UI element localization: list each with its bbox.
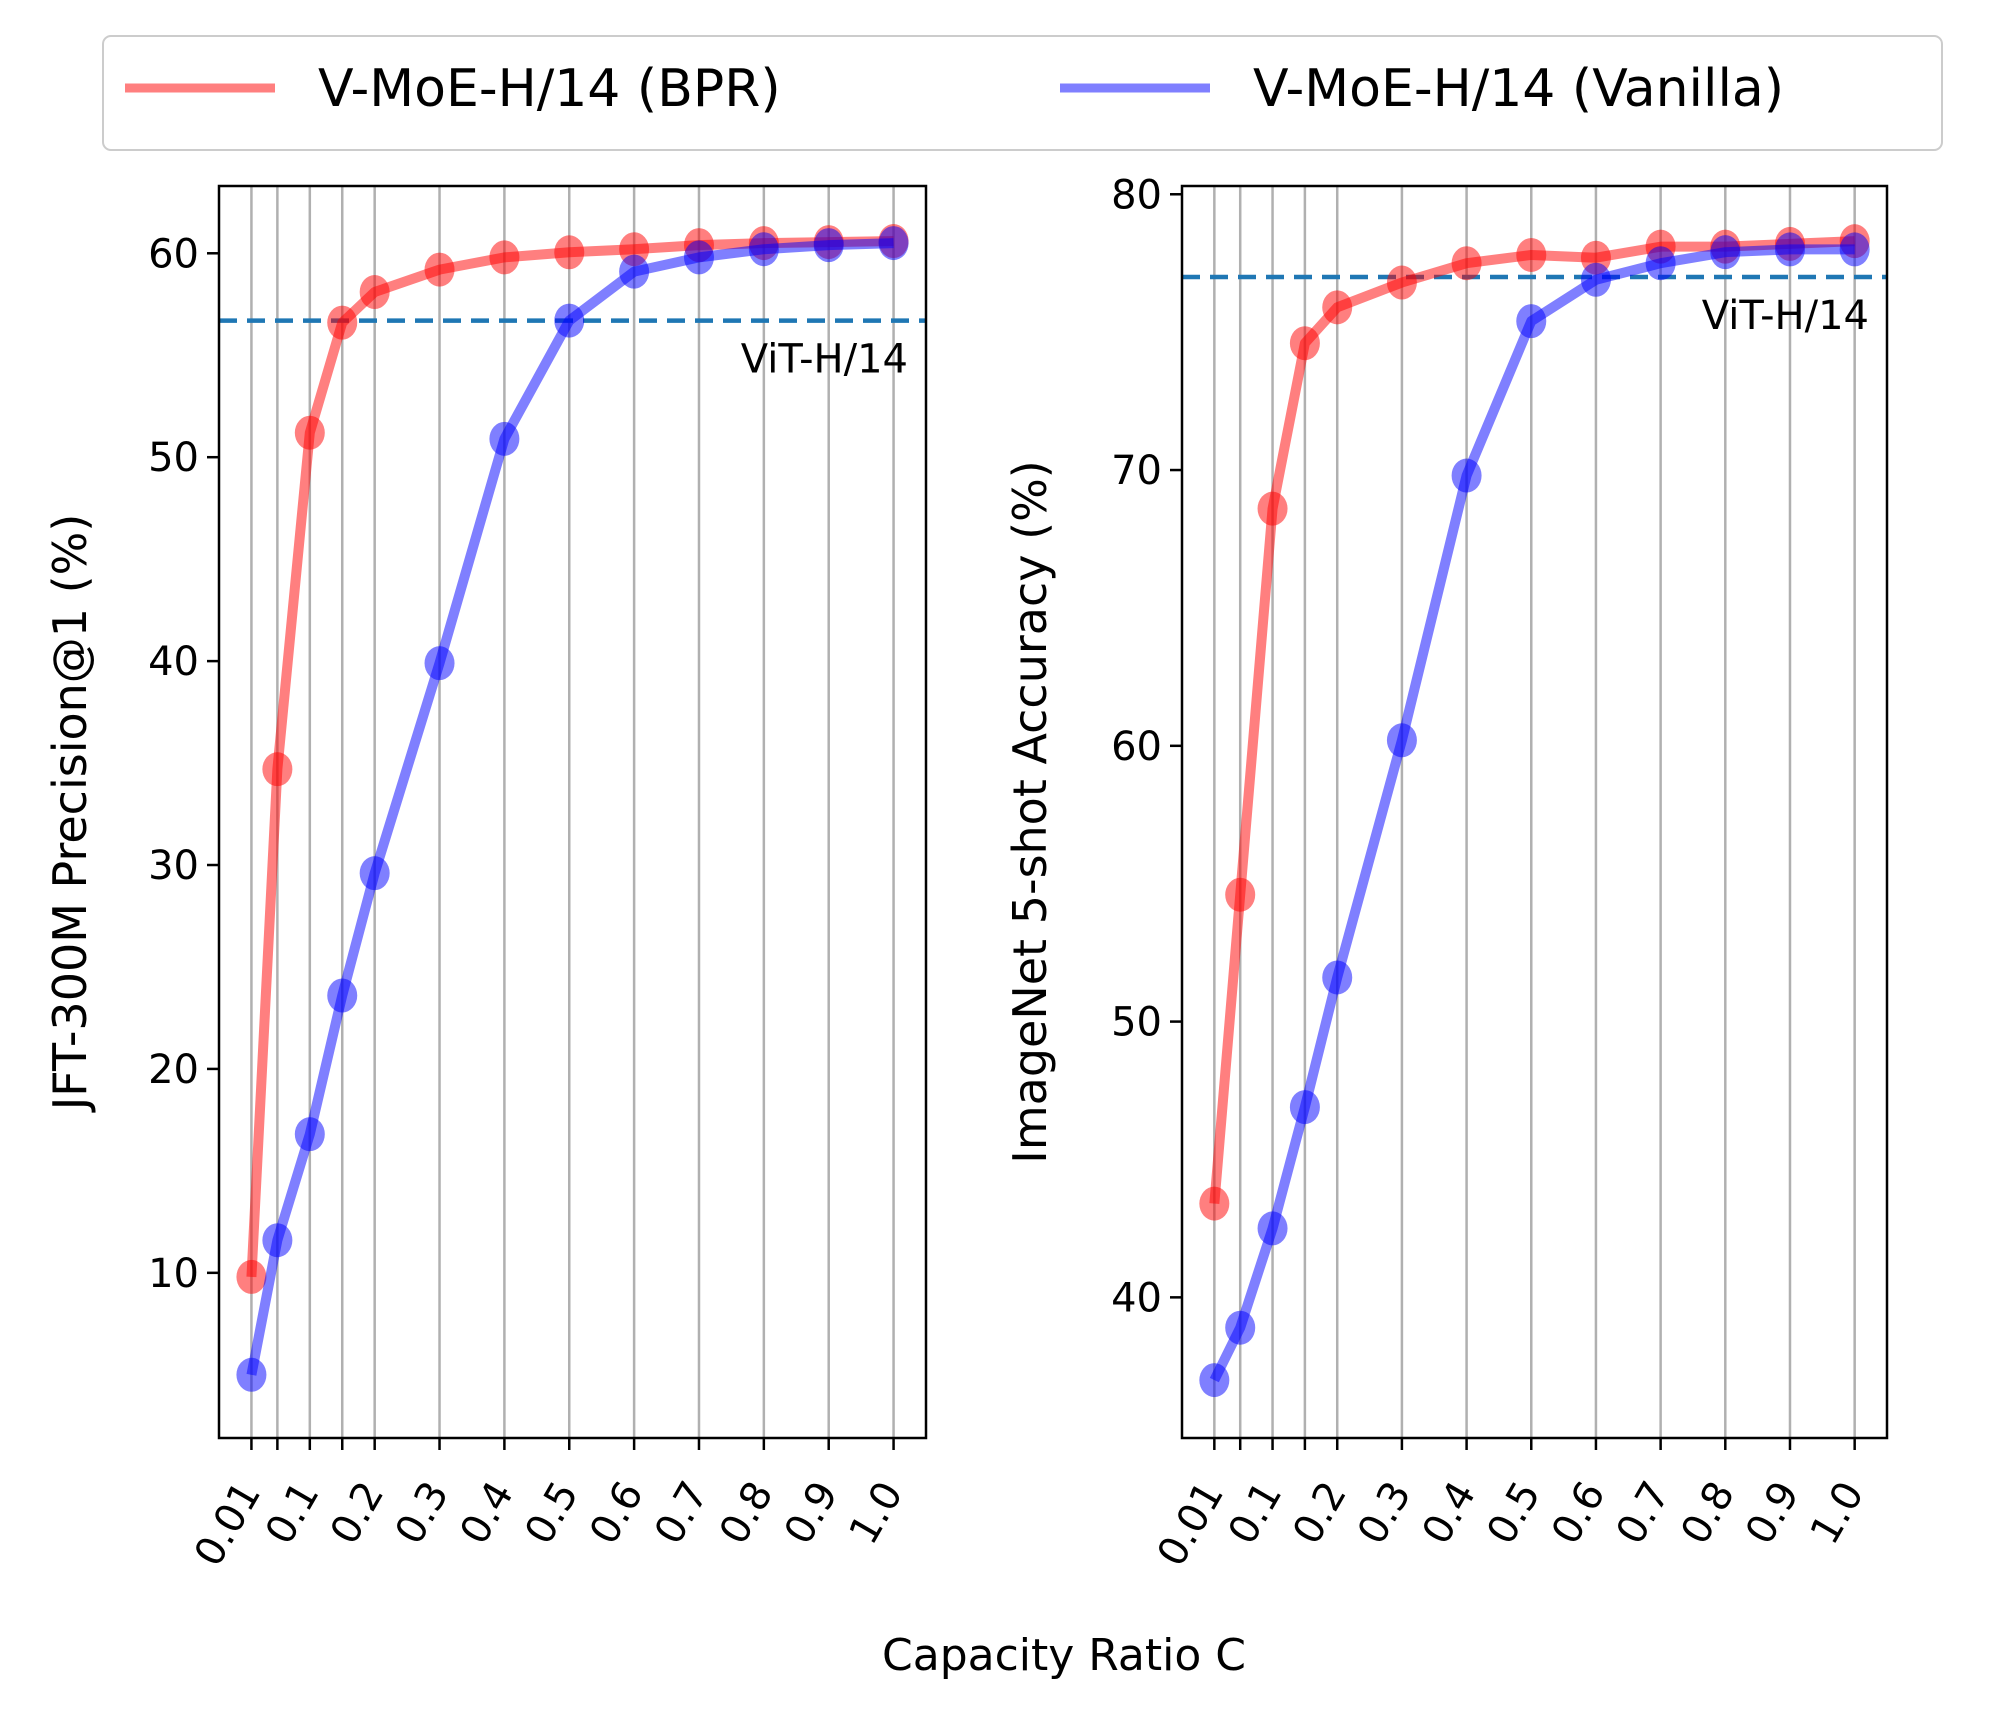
legend-label-bpr: V-MoE-H/14 (BPR) bbox=[318, 59, 781, 119]
data-point-vanilla bbox=[489, 421, 520, 456]
legend-label-vanilla: V-MoE-H/14 (Vanilla) bbox=[1253, 59, 1784, 119]
x-axis-label: Capacity Ratio C bbox=[882, 1630, 1246, 1681]
data-point-vanilla bbox=[1451, 458, 1482, 493]
x-tick-label: 0.1 bbox=[257, 1474, 329, 1552]
data-point-vanilla bbox=[1386, 723, 1417, 758]
x-tick-label: 0.6 bbox=[1543, 1474, 1615, 1552]
left-axes: 0.010.10.20.30.40.50.60.70.80.91.0 10 20 30… bbox=[43, 184, 928, 1574]
data-point-bpr bbox=[1451, 246, 1482, 281]
y-tick-label: 20 bbox=[148, 1047, 199, 1093]
data-point-bpr bbox=[1322, 290, 1353, 325]
x-tick-label: 1.0 bbox=[1802, 1474, 1874, 1552]
x-tick-label: 1.0 bbox=[841, 1474, 913, 1552]
data-point-vanilla bbox=[1710, 235, 1741, 270]
data-point-vanilla bbox=[554, 303, 585, 338]
data-point-vanilla bbox=[748, 232, 779, 267]
legend: V-MoE-H/14 (BPR) V-MoE-H/14 (Vanilla) bbox=[102, 35, 1943, 151]
x-tick-label: 0.3 bbox=[1349, 1474, 1421, 1552]
data-point-bpr bbox=[236, 1259, 267, 1294]
series-line-bpr bbox=[246, 236, 894, 1278]
x-tick-label: 0.01 bbox=[1149, 1474, 1233, 1574]
reference-line-label: ViT-H/14 bbox=[1702, 293, 1869, 339]
x-tick-label: 0.5 bbox=[1478, 1474, 1550, 1552]
data-point-vanilla bbox=[1225, 1310, 1256, 1345]
right-axes: 0.010.10.20.30.40.50.60.70.80.91.0 40 50 60… bbox=[1003, 172, 1889, 1574]
y-tick-label: 40 bbox=[148, 639, 199, 685]
series-line-vanilla bbox=[246, 238, 894, 1376]
x-tick-label: 0.6 bbox=[581, 1474, 653, 1552]
legend-box bbox=[102, 35, 1943, 151]
x-tick-label: 0.01 bbox=[186, 1474, 270, 1574]
x-tick-label: 0.1 bbox=[1220, 1474, 1292, 1552]
x-tick-label: 0.4 bbox=[1414, 1474, 1486, 1552]
data-point-vanilla bbox=[683, 240, 714, 275]
data-point-vanilla bbox=[1839, 232, 1870, 267]
data-point-vanilla bbox=[878, 226, 909, 261]
x-tick-label: 0.7 bbox=[646, 1474, 718, 1552]
data-point-vanilla bbox=[1199, 1363, 1230, 1398]
data-point-vanilla bbox=[424, 646, 455, 681]
y-tick-label: 40 bbox=[1111, 1275, 1162, 1321]
data-point-vanilla bbox=[1257, 1211, 1288, 1246]
x-tick-label: 0.5 bbox=[516, 1474, 588, 1552]
data-point-bpr bbox=[1199, 1186, 1230, 1221]
series-line-bpr bbox=[1209, 236, 1855, 1205]
data-point-vanilla bbox=[1289, 1090, 1320, 1125]
y-tick-label: 50 bbox=[1111, 1000, 1162, 1046]
data-point-bpr bbox=[1386, 265, 1417, 300]
data-point-vanilla bbox=[327, 978, 358, 1013]
y-tick-label: 30 bbox=[148, 843, 199, 889]
y-tick-label: 10 bbox=[148, 1251, 199, 1297]
x-tick-label: 0.8 bbox=[1672, 1474, 1744, 1552]
axes-frame bbox=[217, 184, 928, 1440]
data-point-bpr bbox=[1257, 491, 1288, 526]
data-point-vanilla bbox=[813, 228, 844, 263]
data-point-vanilla bbox=[1774, 232, 1805, 267]
data-point-bpr bbox=[1516, 237, 1547, 272]
data-point-bpr bbox=[359, 275, 390, 310]
y-tick-label: 50 bbox=[148, 435, 199, 481]
y-tick-label: 60 bbox=[148, 231, 199, 277]
data-point-vanilla bbox=[619, 254, 650, 289]
axes-frame bbox=[1180, 184, 1889, 1440]
x-tick-label: 0.8 bbox=[711, 1474, 783, 1552]
data-point-vanilla bbox=[294, 1117, 325, 1152]
data-point-bpr bbox=[489, 240, 520, 275]
data-point-bpr bbox=[554, 235, 585, 270]
series-line-vanilla bbox=[1209, 244, 1855, 1383]
y-axis-label: JFT-300M Precision@1 (%) bbox=[43, 514, 97, 1114]
y-axis-label: ImageNet 5-shot Accuracy (%) bbox=[1003, 460, 1057, 1163]
y-tick-label: 80 bbox=[1111, 172, 1162, 218]
data-point-vanilla bbox=[1580, 262, 1611, 297]
data-point-vanilla bbox=[359, 856, 390, 891]
data-point-bpr bbox=[262, 752, 293, 787]
x-tick-label: 0.4 bbox=[451, 1474, 523, 1552]
data-point-vanilla bbox=[1322, 960, 1353, 995]
data-point-vanilla bbox=[1645, 246, 1676, 281]
x-tick-label: 0.9 bbox=[776, 1474, 848, 1552]
data-point-bpr bbox=[327, 305, 358, 340]
data-point-bpr bbox=[294, 415, 325, 450]
x-tick-label: 0.3 bbox=[387, 1474, 459, 1552]
x-tick-label: 0.9 bbox=[1737, 1474, 1809, 1552]
data-point-bpr bbox=[1289, 326, 1320, 361]
y-tick-label: 70 bbox=[1111, 448, 1162, 494]
data-point-bpr bbox=[1225, 877, 1256, 912]
y-tick-label: 60 bbox=[1111, 724, 1162, 770]
x-tick-label: 0.2 bbox=[1284, 1474, 1356, 1552]
data-point-vanilla bbox=[236, 1357, 267, 1392]
data-point-bpr bbox=[424, 252, 455, 287]
reference-line-label: ViT-H/14 bbox=[741, 337, 908, 383]
x-tick-label: 0.7 bbox=[1608, 1474, 1680, 1552]
x-tick-label: 0.2 bbox=[322, 1474, 394, 1552]
data-point-vanilla bbox=[1516, 304, 1547, 339]
data-point-vanilla bbox=[262, 1223, 293, 1258]
